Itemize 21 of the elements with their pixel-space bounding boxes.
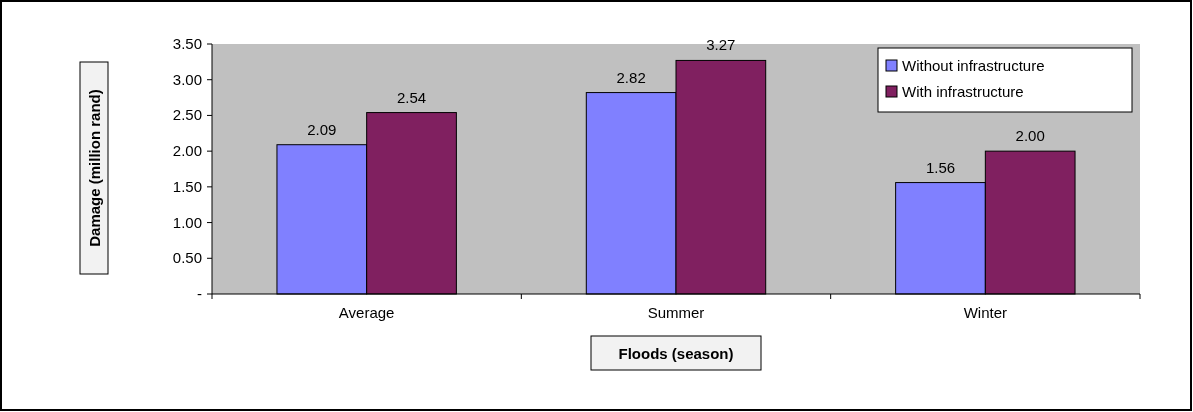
x-tick-label: Winter xyxy=(963,304,1008,321)
text: 3.27 xyxy=(706,36,736,54)
x-axis-title: Floods (season) xyxy=(618,345,734,362)
y-tick-label: 2.50 xyxy=(172,106,202,124)
y-tick-label: 0.50 xyxy=(172,249,202,267)
text: 2.09 xyxy=(307,120,337,138)
x-tick-label: Average xyxy=(338,304,395,321)
y-tick-label: 3.50 xyxy=(172,35,202,52)
y-tick-label: 1.50 xyxy=(172,177,202,195)
text: 1.56 xyxy=(925,158,956,176)
x-tick-label: Summer xyxy=(647,304,705,321)
legend-label: With infrastructure xyxy=(902,83,1024,100)
legend-label: Without infrastructure xyxy=(902,57,1045,74)
y-axis-title: Damage (million rand) xyxy=(86,89,103,247)
text: 2.54 xyxy=(396,88,427,106)
y-tick-label: - xyxy=(197,285,202,302)
y-tick-label: 1.00 xyxy=(172,213,202,231)
text: 2.00 xyxy=(1015,127,1045,145)
text: 2.82 xyxy=(616,68,646,86)
y-tick-label: 3.00 xyxy=(172,70,202,88)
y-tick-label: 2.00 xyxy=(172,142,202,160)
